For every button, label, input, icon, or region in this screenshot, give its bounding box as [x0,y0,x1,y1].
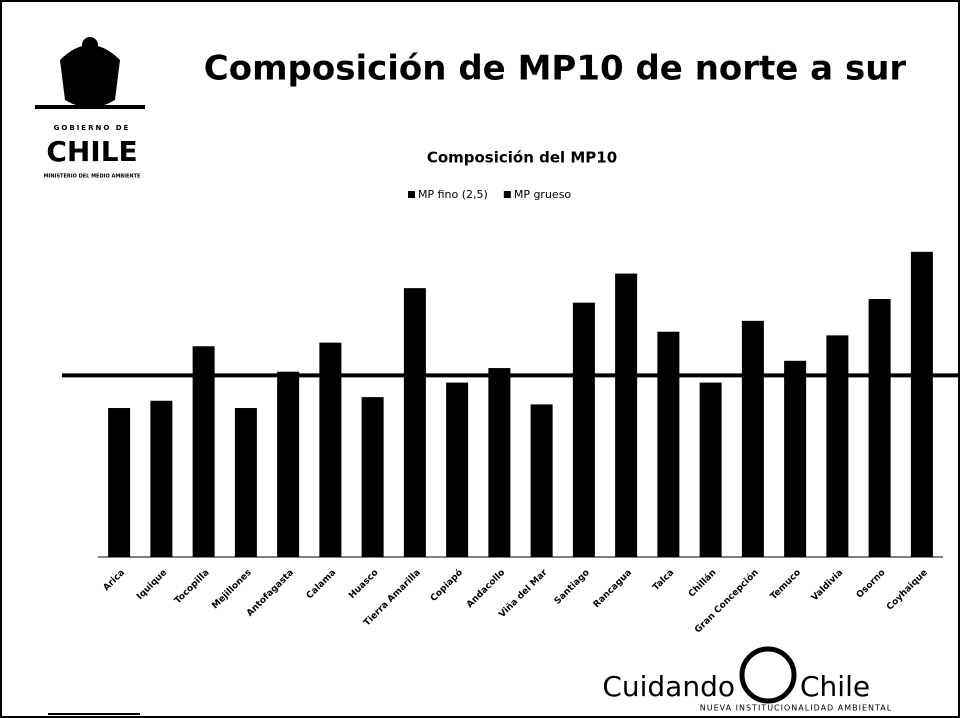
bar [488,368,511,557]
legend: MP fino (2,5) MP grueso [408,188,571,201]
bar [319,342,342,557]
bar [108,408,131,557]
bar [741,320,764,557]
bar [277,371,300,557]
bar [572,302,595,557]
logo-top: GOBIERNO DE [54,124,131,132]
chart-title: Composición del MP10 [427,149,617,167]
legend-label: MP grueso [514,188,572,201]
bar [192,346,215,557]
bar [361,397,384,557]
bar [403,288,426,557]
bar [446,382,469,557]
bar [699,382,722,557]
bar [657,331,680,557]
bar [826,335,849,557]
bar [615,273,638,557]
legend-swatch [503,191,511,198]
bar [234,408,257,557]
bar [910,251,933,558]
bar [150,400,173,557]
bar [868,299,891,557]
bar [784,360,807,557]
coat-of-arms [35,37,145,109]
brand-icon [739,646,797,704]
brand-left: Cuidando [602,670,735,703]
logo-country: CHILE [46,135,137,168]
slide-title: Composición de MP10 de norte a sur [204,49,907,89]
logo-ministry: MINISTERIO DEL MEDIO AMBIENTE [44,174,141,180]
legend-swatch [408,191,415,198]
brand-right: Chile [800,670,870,703]
legend-label: MP fino (2,5) [418,188,488,201]
brand-tagline: NUEVA INSTITUCIONALIDAD AMBIENTAL [700,704,892,713]
bar [530,404,553,557]
